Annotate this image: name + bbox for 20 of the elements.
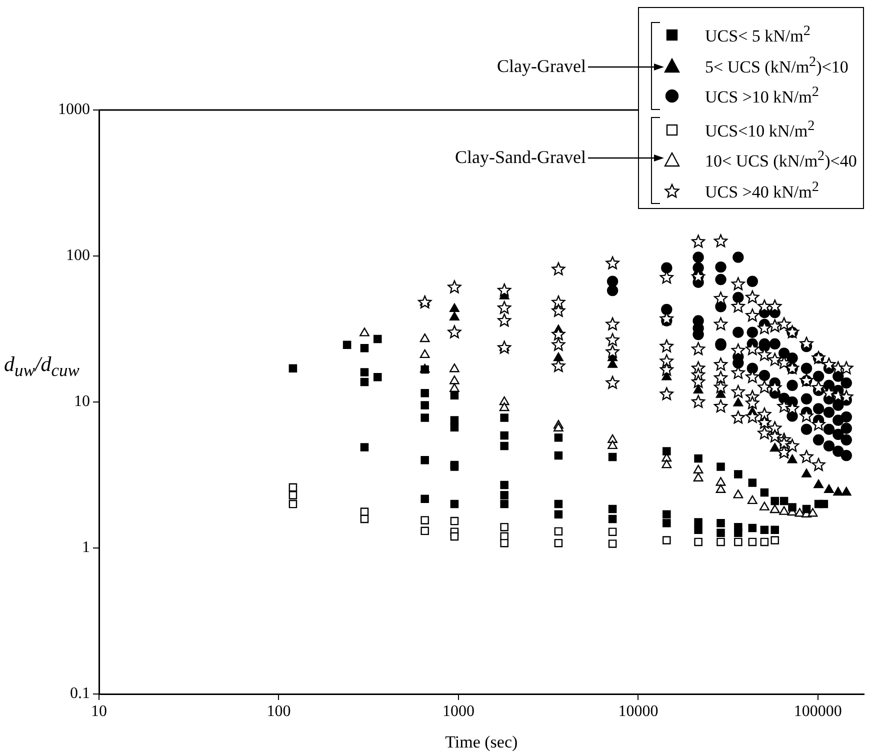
annotation: Clay-Sand-Gravel — [455, 146, 586, 168]
legend-label: UCS<10 kN/m$^{2}$ — [705, 118, 815, 142]
text: Clay-Gravel — [497, 55, 586, 77]
legend-label: UCS >10 kN/m$^{2}$ — [705, 84, 819, 108]
legend-label: UCS >40 kN/m$^{2}$ — [705, 178, 819, 202]
x-tick-label: 100 — [266, 702, 291, 720]
y-tick-label: 1 — [82, 539, 90, 556]
x-tick-label: 100000 — [794, 702, 842, 720]
legend-label: UCS< 5 kN/m$^{2}$ — [705, 23, 810, 47]
legend-label: 5< UCS (kN/m$^{2}$)<10 — [705, 54, 848, 78]
y-tick-label: 1000 — [58, 101, 90, 118]
x-axis-title: Time (sec) — [445, 732, 518, 752]
y-tick-label: 0.1 — [70, 685, 90, 702]
x-tick-label: 10000 — [618, 702, 658, 720]
y-tick-label: 100 — [66, 247, 90, 264]
y-axis-title: d$_{uw}$/d$_{cuw}$ — [4, 352, 80, 382]
legend-label: 10< UCS (kN/m$^{2}$)<40 — [705, 148, 857, 172]
x-tick-label: 10 — [91, 702, 107, 720]
x-tick-label: 1000 — [442, 702, 474, 720]
y-tick-label: 10 — [74, 393, 90, 410]
